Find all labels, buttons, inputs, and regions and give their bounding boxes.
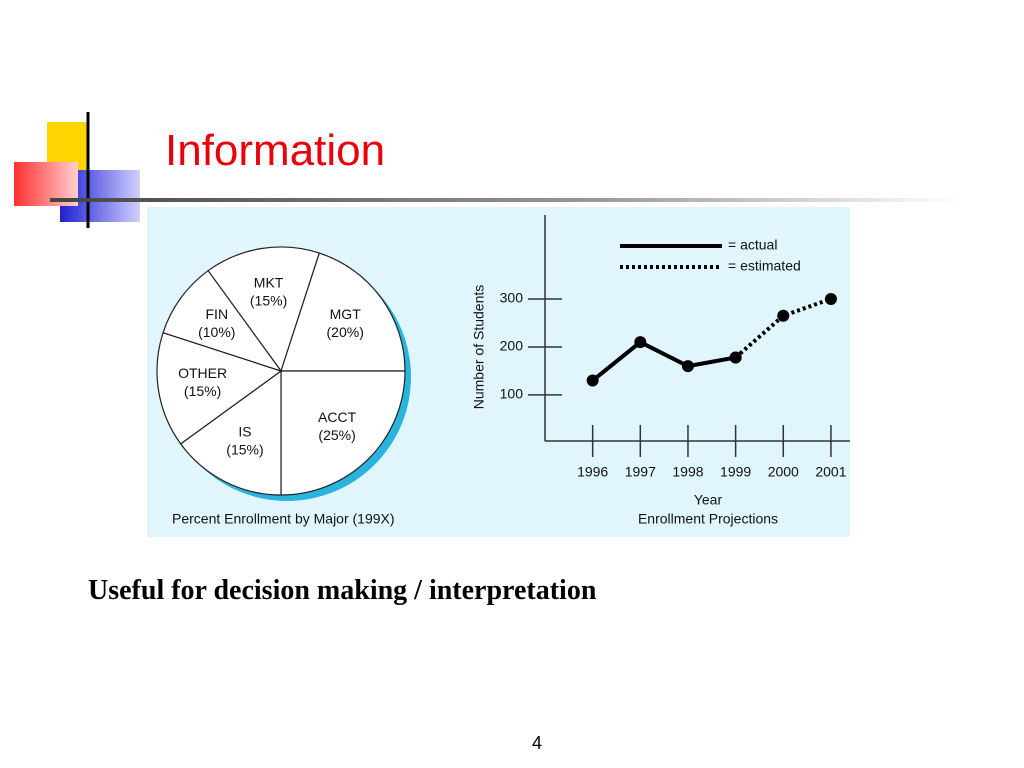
- pie-slice: [280, 252, 406, 372]
- title: Information: [165, 126, 385, 175]
- pie-slice: [280, 370, 406, 496]
- data-point: [586, 374, 599, 387]
- pie-slice: [207, 246, 321, 373]
- slice-value-label: (25%): [318, 427, 355, 443]
- slice-label: FIN: [206, 306, 229, 322]
- legend-label: = actual: [728, 237, 777, 253]
- slice-label: MGT: [330, 306, 362, 322]
- y-tick-label: 200: [500, 338, 524, 354]
- slice-label: IS: [238, 423, 251, 439]
- data-point: [681, 360, 694, 373]
- body-text: Useful for decision making / interpretat…: [88, 575, 597, 606]
- slice-label: ACCT: [318, 409, 357, 425]
- slice-label: OTHER: [178, 365, 227, 381]
- data-point: [824, 292, 837, 305]
- title-rule: [50, 198, 960, 202]
- legend-label: = estimated: [728, 258, 801, 274]
- x-tick-label: 1998: [672, 464, 703, 480]
- data-point: [777, 309, 790, 322]
- y-axis-label: Number of Students: [471, 285, 487, 410]
- pie-caption: Percent Enrollment by Major (199X): [172, 511, 395, 527]
- series-line: [734, 297, 832, 360]
- x-tick-label: 1997: [625, 464, 656, 480]
- x-tick-label: 2000: [768, 464, 799, 480]
- slice-value-label: (15%): [250, 292, 287, 308]
- chart-caption: Enrollment Projections: [638, 511, 778, 527]
- pie-slice: [162, 269, 283, 373]
- x-tick-label: 2001: [815, 464, 846, 480]
- charts: MKT (15%) MGT (20%) ACCT (25%) IS (15%) OTHER (15…: [156, 215, 850, 527]
- page-number: 4: [532, 733, 542, 753]
- x-axis-label: Year: [694, 492, 723, 508]
- slice-value-label: (20%): [327, 324, 364, 340]
- slice-label: MKT: [254, 274, 284, 290]
- y-tick-label: 300: [500, 290, 524, 306]
- slice-value-label: (15%): [184, 383, 221, 399]
- slice-value-label: (15%): [226, 441, 263, 457]
- series-line: [591, 339, 736, 383]
- pie-slice: [179, 369, 282, 496]
- data-point: [634, 336, 647, 349]
- x-tick-label: 1996: [577, 464, 608, 480]
- pie-slice: [156, 331, 283, 445]
- data-point: [729, 351, 742, 364]
- slice-value-label: (10%): [198, 324, 235, 340]
- y-tick-label: 100: [500, 386, 524, 402]
- x-tick-label: 1999: [720, 464, 751, 480]
